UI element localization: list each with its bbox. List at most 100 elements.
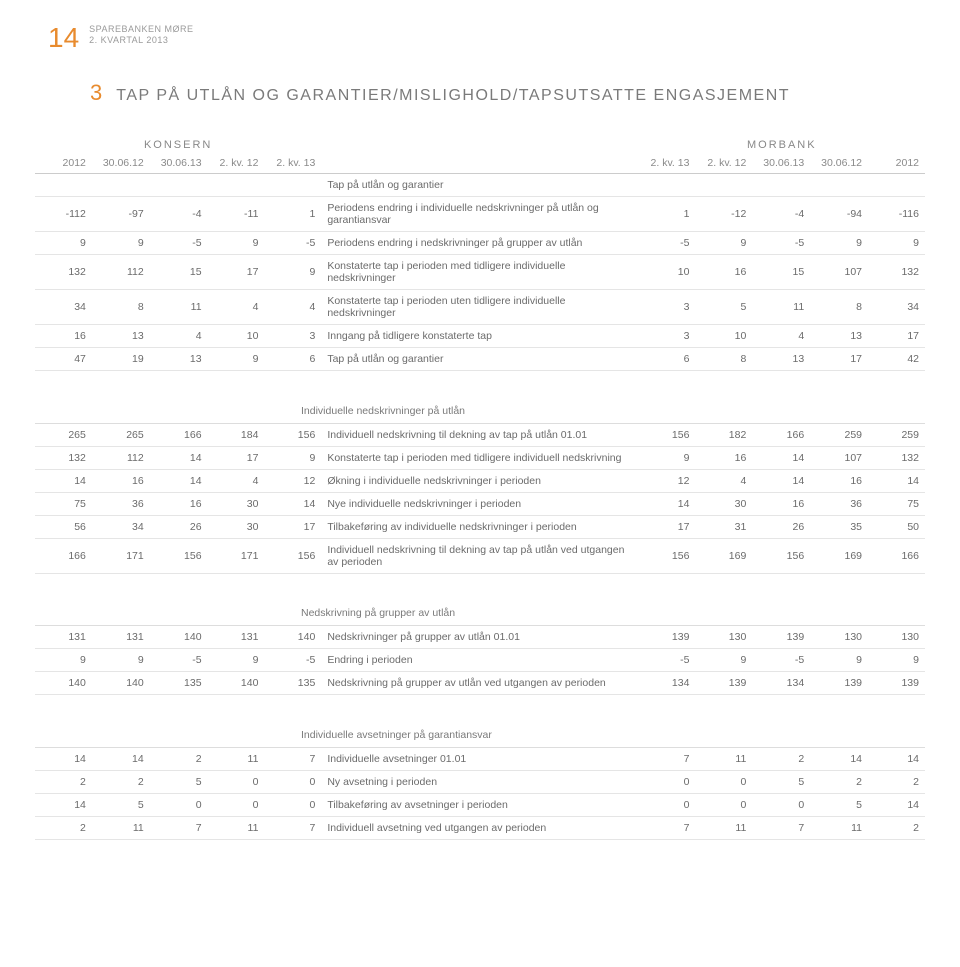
column-header-row: 2012 30.06.12 30.06.13 2. kv. 12 2. kv. … [35, 153, 925, 174]
cell: -5 [150, 232, 208, 255]
cell: 5 [92, 793, 150, 816]
cell: 134 [752, 672, 810, 695]
cell: 9 [35, 649, 92, 672]
table-row: 13211215179Konstaterte tap i perioden me… [35, 255, 925, 290]
brand-line-1: SPAREBANKEN MØRE [89, 24, 193, 35]
cell: 9 [208, 649, 265, 672]
row-label: Tilbakeføring av individuelle nedskrivni… [321, 515, 638, 538]
col-k-4: 2. kv. 13 [264, 153, 321, 174]
table-row: 2117117Individuell avsetning ved utgange… [35, 816, 925, 839]
cell: 10 [208, 325, 265, 348]
row-label: Individuell avsetning ved utgangen av pe… [321, 816, 638, 839]
cell: 259 [868, 423, 925, 446]
cell: 2 [752, 747, 810, 770]
cell: 8 [810, 290, 868, 325]
cell: 7 [264, 816, 321, 839]
cell: 12 [639, 469, 696, 492]
cell [208, 174, 265, 197]
cell: 1 [264, 197, 321, 232]
cell: 184 [208, 423, 265, 446]
row-label: Periodens endring i nedskrivninger på gr… [321, 232, 638, 255]
cell: 9 [208, 232, 265, 255]
cell: 9 [639, 446, 696, 469]
table-group-header-row: KONSERN MORBANK [35, 134, 925, 153]
cell: 140 [150, 626, 208, 649]
cell: 7 [752, 816, 810, 839]
cell: 11 [695, 747, 752, 770]
cell: 10 [695, 325, 752, 348]
row-label: Individuell nedskrivning til dekning av … [321, 538, 638, 573]
cell: -5 [752, 649, 810, 672]
cell: 156 [639, 538, 696, 573]
cell: 6 [639, 348, 696, 371]
cell: 17 [264, 515, 321, 538]
cell: 9 [810, 232, 868, 255]
cell: 0 [752, 793, 810, 816]
cell: 1 [639, 197, 696, 232]
cell [810, 174, 868, 197]
cell: 31 [695, 515, 752, 538]
cell: 139 [810, 672, 868, 695]
cell: 135 [264, 672, 321, 695]
cell: 26 [752, 515, 810, 538]
cell: -94 [810, 197, 868, 232]
row-label: Tilbakeføring av avsetninger i perioden [321, 793, 638, 816]
cell: 34 [868, 290, 925, 325]
cell: 75 [35, 492, 92, 515]
cell: 9 [264, 446, 321, 469]
cell: 4 [208, 469, 265, 492]
cell: 0 [639, 770, 696, 793]
table-row: 145000Tilbakeføring av avsetninger i per… [35, 793, 925, 816]
cell: 42 [868, 348, 925, 371]
cell: 139 [752, 626, 810, 649]
cell: 35 [810, 515, 868, 538]
cell: 171 [92, 538, 150, 573]
cell: 9 [264, 255, 321, 290]
cell: 4 [264, 290, 321, 325]
cell: 7 [264, 747, 321, 770]
cell: 3 [264, 325, 321, 348]
cell: 14 [868, 469, 925, 492]
cell: 2 [868, 770, 925, 793]
cell: 14 [752, 446, 810, 469]
row-label: Økning i individuelle nedskrivninger i p… [321, 469, 638, 492]
cell: 17 [208, 255, 265, 290]
cell: 14 [150, 446, 208, 469]
cell: 265 [35, 423, 92, 446]
cell: -116 [868, 197, 925, 232]
cell: 0 [208, 793, 265, 816]
cell: 156 [264, 423, 321, 446]
cell [150, 174, 208, 197]
cell: 34 [35, 290, 92, 325]
row-label: Nye individuelle nedskrivninger i period… [321, 492, 638, 515]
cell: 14 [264, 492, 321, 515]
cell: 265 [92, 423, 150, 446]
table-row: 5634263017Tilbakeføring av individuelle … [35, 515, 925, 538]
cell: 0 [264, 770, 321, 793]
cell: 17 [639, 515, 696, 538]
cell: 34 [92, 515, 150, 538]
cell: 166 [752, 423, 810, 446]
cell: 130 [810, 626, 868, 649]
cell: 134 [639, 672, 696, 695]
cell: 2 [810, 770, 868, 793]
row-label: Nedskrivninger på grupper av utlån 01.01 [321, 626, 638, 649]
cell: 14 [752, 469, 810, 492]
section-subheader-label: Individuelle avsetninger på garantiansva… [301, 723, 492, 741]
col-m-1: 2. kv. 12 [695, 153, 752, 174]
section-subheader-row: Individuelle nedskrivninger på utlån [35, 389, 925, 424]
cell: 8 [695, 348, 752, 371]
cell [695, 174, 752, 197]
row-label: Tap på utlån og garantier [321, 348, 638, 371]
cell: 171 [208, 538, 265, 573]
cell: 14 [868, 793, 925, 816]
table-row: 22500Ny avsetning i perioden00522 [35, 770, 925, 793]
cell: 156 [639, 423, 696, 446]
table-row: 141614412Økning i individuelle nedskrivn… [35, 469, 925, 492]
cell: 16 [695, 446, 752, 469]
row-label: Konstaterte tap i perioden med tidligere… [321, 255, 638, 290]
row-label: Individuell nedskrivning til dekning av … [321, 423, 638, 446]
cell: -5 [264, 232, 321, 255]
cell: 131 [208, 626, 265, 649]
cell: 5 [150, 770, 208, 793]
